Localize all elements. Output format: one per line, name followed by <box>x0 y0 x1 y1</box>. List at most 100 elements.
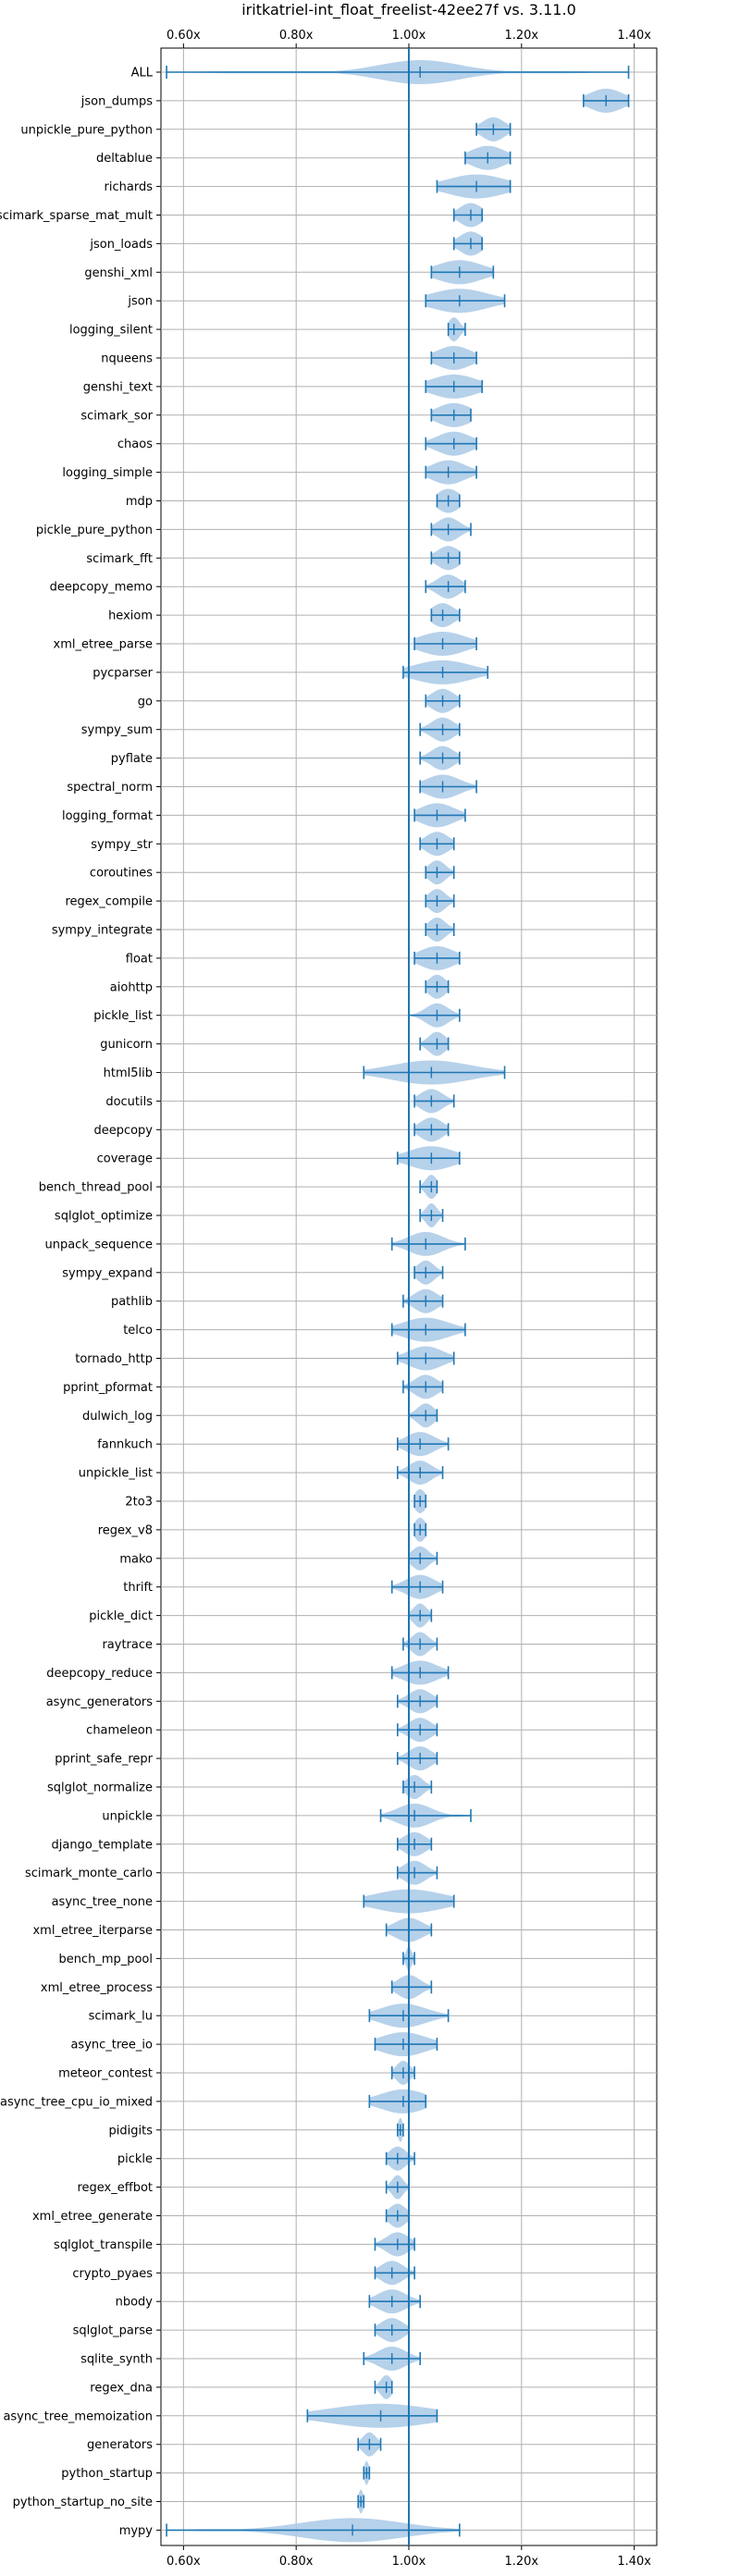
category-label: logging_simple <box>62 466 153 480</box>
category-label: sympy_str <box>91 838 153 852</box>
category-label: coroutines <box>90 867 153 881</box>
category-label: float <box>126 952 153 966</box>
category-label: richards <box>105 180 154 194</box>
category-label: hexiom <box>108 610 153 623</box>
category-label: mako <box>119 1552 153 1566</box>
category-label: gunicorn <box>100 1038 153 1052</box>
category-label: regex_effbot <box>77 2181 153 2195</box>
category-label: django_template <box>52 1838 153 1852</box>
category-label: bench_mp_pool <box>58 1953 153 1966</box>
chart-title: iritkatriel-int_float_freelist-42ee27f v… <box>241 1 576 19</box>
x-tick-label-bottom: 1.40x <box>617 2555 651 2569</box>
category-label: async_tree_io <box>70 2039 153 2052</box>
x-tick-label-top: 0.60x <box>166 29 201 43</box>
category-label: chaos <box>117 438 153 451</box>
category-label: 2to3 <box>125 1496 153 1510</box>
category-label: json <box>127 295 153 309</box>
category-label: xml_etree_iterparse <box>32 1924 153 1938</box>
category-label: json_dumps <box>80 94 153 108</box>
category-label: tornado_http <box>75 1352 153 1366</box>
category-label: mypy <box>119 2524 154 2538</box>
category-label: docutils <box>105 1095 153 1109</box>
x-tick-label-bottom: 1.00x <box>392 2555 426 2569</box>
category-label: crypto_pyaes <box>72 2267 153 2281</box>
category-label: python_startup <box>61 2467 153 2481</box>
category-label: scimark_fft <box>86 552 153 566</box>
category-label: deepcopy_reduce <box>46 1667 153 1681</box>
category-label: sympy_sum <box>81 723 153 737</box>
category-label: pathlib <box>111 1295 153 1309</box>
category-label: thrift <box>123 1581 153 1595</box>
category-label: scimark_sparse_mat_mult <box>0 209 153 223</box>
category-label: unpickle_pure_python <box>20 123 153 137</box>
category-label: pickle_list <box>93 1009 153 1023</box>
category-label: genshi_xml <box>84 266 153 280</box>
category-label: scimark_monte_carlo <box>25 1867 153 1880</box>
category-label: pickle <box>117 2152 153 2166</box>
category-label: dulwich_log <box>82 1410 153 1424</box>
category-label: scimark_sor <box>80 409 153 423</box>
category-label: generators <box>87 2438 153 2452</box>
category-label: sqlglot_normalize <box>47 1781 153 1795</box>
category-label: nqueens <box>101 352 153 366</box>
category-label: unpickle <box>102 1809 153 1823</box>
category-label-layer: ALL json_dumps unpickle_pure_pythondeltabl… <box>0 67 154 2538</box>
category-label: spectral_norm <box>67 781 153 795</box>
category-label: sympy_integrate <box>52 924 153 938</box>
category-label: pprint_pformat <box>63 1381 153 1395</box>
category-label: genshi_text <box>83 380 153 394</box>
category-label: pprint_safe_repr <box>55 1753 153 1767</box>
x-tick-label-top: 0.80x <box>279 29 314 43</box>
category-label: sympy_expand <box>62 1266 153 1280</box>
category-label: unpickle_list <box>79 1467 153 1481</box>
category-label: pickle_pure_python <box>36 524 153 537</box>
category-label: pyflate <box>111 752 153 766</box>
category-label: deepcopy <box>93 1124 153 1138</box>
x-tick-label-top: 1.20x <box>504 29 538 43</box>
category-label: xml_etree_process <box>41 1981 153 1995</box>
category-label: ALL <box>131 67 154 80</box>
category-label: logging_silent <box>69 324 153 338</box>
category-label: python_startup_no_site <box>13 2496 153 2509</box>
category-label: nbody <box>116 2296 154 2310</box>
category-label: json_loads <box>89 238 153 252</box>
category-label: async_generators <box>46 1695 154 1709</box>
category-label: pycparser <box>92 666 153 680</box>
category-label: deepcopy_memo <box>50 581 153 595</box>
category-label: chameleon <box>86 1724 153 1738</box>
category-label: regex_compile <box>65 895 153 909</box>
x-tick-label-bottom: 0.80x <box>279 2555 314 2569</box>
category-label: regex_v8 <box>98 1523 153 1537</box>
x-tick-label-bottom: 1.20x <box>504 2555 538 2569</box>
category-label: xml_etree_parse <box>54 638 153 652</box>
category-label: sqlglot_transpile <box>54 2238 153 2252</box>
category-label: aiohttp <box>110 980 153 994</box>
category-label: go <box>138 695 153 709</box>
category-label: async_tree_memoization <box>3 2410 153 2423</box>
x-tick-label-bottom: 0.60x <box>166 2555 201 2569</box>
category-label: coverage <box>97 1152 153 1166</box>
whisker-layer <box>166 66 630 2537</box>
category-label: pickle_dict <box>89 1609 153 1623</box>
category-label: xml_etree_generate <box>32 2210 153 2224</box>
category-label: scimark_lu <box>89 2010 153 2024</box>
category-label: async_tree_cpu_io_mixed <box>0 2095 153 2109</box>
category-label: raytrace <box>102 1638 153 1652</box>
category-label: meteor_contest <box>58 2067 153 2081</box>
category-label: sqlglot_parse <box>73 2324 153 2338</box>
category-label: sqlite_synth <box>80 2353 153 2367</box>
category-label: pidigits <box>109 2124 154 2138</box>
tick-layer: 0.60x 0.60x 0.80x 0.80x 1.00x 1.00x 1.20x 1.20x… <box>156 29 651 2569</box>
category-label: html5lib <box>104 1066 153 1080</box>
category-label: bench_thread_pool <box>39 1181 153 1195</box>
x-tick-label-top: 1.00x <box>392 29 426 43</box>
category-label: telco <box>123 1324 153 1337</box>
category-label: deltablue <box>96 152 153 166</box>
category-label: fannkuch <box>97 1438 153 1452</box>
category-label: async_tree_none <box>52 1895 153 1909</box>
category-label: regex_dna <box>90 2381 153 2395</box>
category-label: unpack_sequence <box>44 1238 153 1251</box>
category-label: logging_format <box>62 809 153 823</box>
